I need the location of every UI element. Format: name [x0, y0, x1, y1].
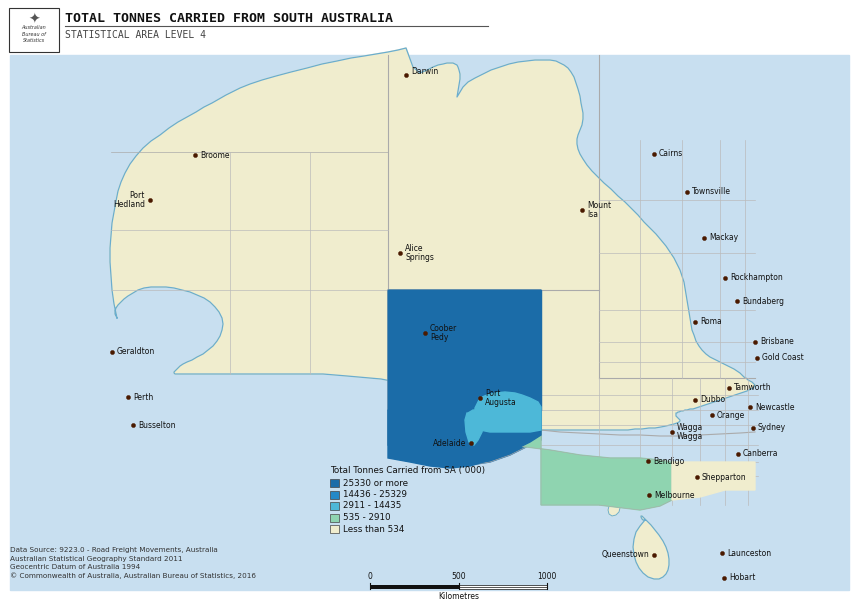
Text: Townsville: Townsville [692, 187, 731, 196]
Text: Broome: Broome [200, 151, 229, 159]
Polygon shape [633, 516, 669, 579]
Text: Mount
Isa: Mount Isa [587, 201, 611, 219]
Text: Wagga
Wagga: Wagga Wagga [677, 423, 704, 441]
Text: 500: 500 [451, 572, 466, 581]
Text: Shepparton: Shepparton [702, 472, 746, 482]
Text: Bundaberg: Bundaberg [742, 297, 784, 305]
Text: Perth: Perth [133, 393, 153, 401]
Bar [330, 491, 339, 499]
Text: Queenstown: Queenstown [601, 550, 649, 559]
Text: Cairns: Cairns [659, 150, 683, 159]
Text: Orange: Orange [717, 410, 746, 420]
Text: Data Source: 9223.0 - Road Freight Movements, Australia: Data Source: 9223.0 - Road Freight Movem… [10, 547, 217, 553]
Text: Mackay: Mackay [709, 233, 738, 243]
Bar [459, 585, 547, 589]
Text: Gold Coast: Gold Coast [762, 353, 804, 362]
Text: Bendigo: Bendigo [653, 457, 685, 466]
Text: Sydney: Sydney [758, 424, 786, 432]
Text: Melbourne: Melbourne [654, 491, 694, 500]
Polygon shape [490, 390, 541, 442]
Text: Port
Hedland: Port Hedland [113, 191, 145, 209]
Text: Rockhampton: Rockhampton [730, 274, 783, 283]
Text: Dubbo: Dubbo [700, 395, 725, 404]
Text: Roma: Roma [700, 317, 722, 326]
Text: 1000: 1000 [538, 572, 557, 581]
Bar [330, 525, 339, 533]
Polygon shape [511, 428, 672, 510]
Text: TOTAL TONNES CARRIED FROM SOUTH AUSTRALIA: TOTAL TONNES CARRIED FROM SOUTH AUSTRALI… [65, 13, 393, 26]
FancyBboxPatch shape [9, 8, 59, 52]
Text: Busselton: Busselton [138, 421, 175, 429]
Text: Brisbane: Brisbane [760, 337, 794, 347]
Text: 25330 or more: 25330 or more [343, 478, 408, 488]
Text: Less than 534: Less than 534 [343, 525, 405, 533]
Bar [330, 514, 339, 522]
Polygon shape [110, 48, 755, 430]
Polygon shape [388, 290, 541, 410]
Polygon shape [388, 410, 541, 468]
Polygon shape [465, 410, 484, 445]
Polygon shape [475, 392, 541, 432]
Text: © Commonwealth of Australia, Australian Bureau of Statistics, 2016: © Commonwealth of Australia, Australian … [10, 573, 256, 579]
Text: Canberra: Canberra [743, 449, 778, 458]
Text: Newcastle: Newcastle [755, 402, 795, 412]
Text: Australian Statistical Geography Standard 2011: Australian Statistical Geography Standar… [10, 556, 182, 562]
Text: ✦: ✦ [28, 13, 40, 27]
Bar [10, 55, 849, 590]
Text: Total Tonnes Carried from SA (’000): Total Tonnes Carried from SA (’000) [330, 466, 485, 475]
Text: STATISTICAL AREA LEVEL 4: STATISTICAL AREA LEVEL 4 [65, 30, 206, 40]
Text: Hobart: Hobart [729, 573, 755, 582]
Bar [330, 502, 339, 510]
Bar [330, 479, 339, 487]
Text: 535 - 2910: 535 - 2910 [343, 513, 391, 522]
Text: Launceston: Launceston [727, 548, 771, 558]
Text: Geraldton: Geraldton [117, 348, 155, 356]
Text: Darwin: Darwin [411, 67, 438, 77]
Text: Australian
Bureau of
Statistics: Australian Bureau of Statistics [21, 26, 46, 43]
Polygon shape [608, 502, 620, 516]
Text: Alice
Springs: Alice Springs [405, 244, 434, 262]
Polygon shape [388, 290, 541, 465]
Text: Kilometres: Kilometres [438, 592, 479, 601]
Text: Coober
Pedy: Coober Pedy [430, 323, 457, 342]
Text: Port
Augusta: Port Augusta [485, 389, 517, 407]
Text: Geocentric Datum of Australia 1994: Geocentric Datum of Australia 1994 [10, 564, 140, 570]
Polygon shape [672, 462, 755, 500]
Text: Adelaide: Adelaide [433, 438, 466, 447]
Text: 2911 - 14435: 2911 - 14435 [343, 502, 401, 511]
Text: 0: 0 [368, 572, 373, 581]
Text: 14436 - 25329: 14436 - 25329 [343, 490, 407, 499]
Bar [370, 585, 459, 589]
Text: Tamworth: Tamworth [734, 384, 771, 393]
Polygon shape [468, 405, 488, 445]
